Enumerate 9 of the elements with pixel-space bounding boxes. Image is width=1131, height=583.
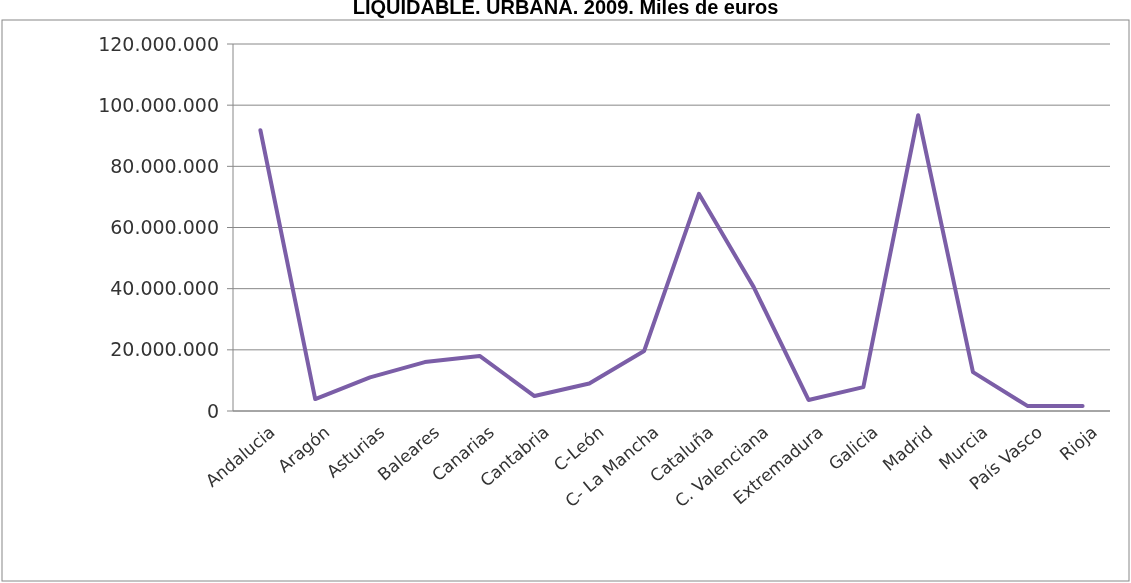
y-tick-label: 20.000.000 <box>110 338 219 361</box>
y-tick-label: 0 <box>206 399 219 422</box>
y-tick-label: 100.000.000 <box>98 93 219 116</box>
line-series <box>258 113 1085 409</box>
y-tick-label: 40.000.000 <box>110 277 219 300</box>
y-tick-label: 120.000.000 <box>98 32 219 55</box>
y-tick-label: 80.000.000 <box>110 154 219 177</box>
chart-title: LIQUIDABLE. URBANA. 2009. Miles de euros <box>352 0 779 18</box>
y-tick-label: 60.000.000 <box>110 216 219 239</box>
